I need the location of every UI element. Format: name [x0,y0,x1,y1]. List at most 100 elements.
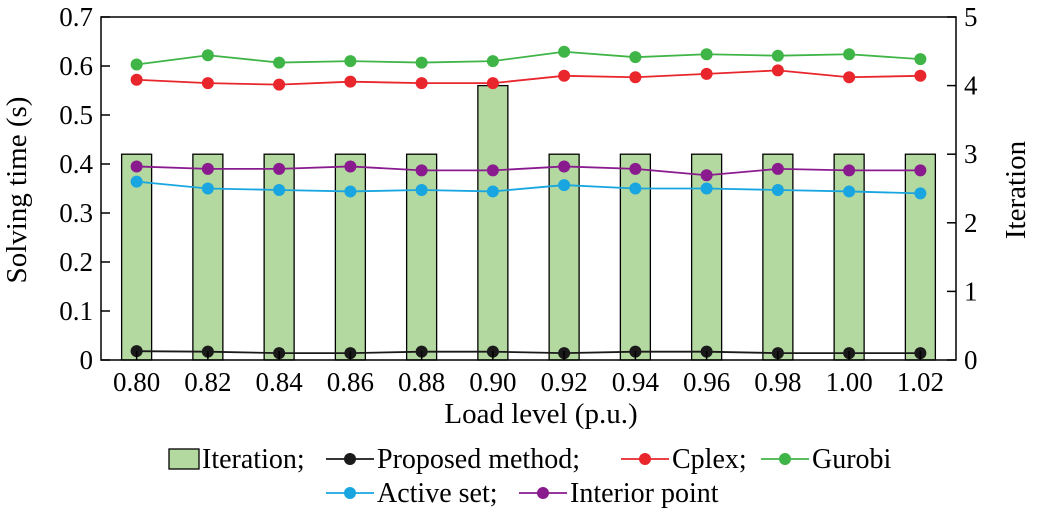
cplex-point [273,78,286,91]
y-tick-label: 0.3 [59,198,93,228]
active-set-legend-label: Active set; [377,478,498,509]
y-tick-label: 0.2 [59,247,93,277]
iteration-legend-label: Iteration; [202,444,305,475]
x-tick-label: 1.00 [826,367,873,397]
plot-border [100,16,957,361]
active-set-point [629,182,642,195]
ticks-layer: 0 0.1 0.2 0.3 0.4 0.5 0.6 0.7 0 1 2 3 4 5 0.80 0.82 0.84… [59,2,978,397]
y2-tick-label: 4 [964,71,978,101]
cplex-point [344,75,357,88]
active-set-point [486,185,499,198]
interior-point-point [201,162,214,175]
y2-tick-label: 2 [964,208,978,238]
cplex-point [201,77,214,90]
gurobi-line [136,50,921,66]
gurobi-point [914,53,927,66]
y2-axis-title: Iteration [1000,140,1032,239]
cplex-line [136,69,921,86]
cplex-point [415,77,428,90]
cplex-point [486,77,499,90]
cplex-point [130,73,143,86]
gurobi-point [486,55,499,68]
active-set-line [136,180,921,195]
gurobi-legend-label: Gurobi [812,444,892,475]
active-set-point [201,182,214,195]
active-set-point [273,183,286,196]
interior-point-point [700,169,713,182]
iteration-bar [334,153,367,361]
iteration-bar [405,153,438,361]
proposed-method-legend-marker [344,453,356,465]
active-set-point [344,185,357,198]
interior-point-legend-label: Interior point [570,478,719,509]
x-tick-label: 0.94 [612,367,660,397]
gurobi-point [771,49,784,62]
cplex-point [914,69,927,82]
active-set-point [843,185,856,198]
interior-point-point [486,164,499,177]
cplex-point [558,69,571,82]
active-set-legend-marker [344,487,356,499]
x-tick-label: 0.90 [469,367,516,397]
iteration-legend-swatch [168,448,200,470]
y-tick-label: 0.4 [59,149,93,179]
iteration-bar [904,153,937,361]
gurobi-point [273,56,286,69]
y-tick-label: 0.7 [59,2,93,32]
y-tick-label: 0.5 [59,100,93,130]
active-set-point [558,179,571,192]
gurobi-point [415,56,428,69]
y-axis-title: Solving time (s) [1,97,33,284]
proposed-method-legend-label: Proposed method; [377,444,580,475]
bars-layer [120,84,937,361]
x-tick-label: 0.92 [541,367,588,397]
x-tick-label: 0.88 [398,367,445,397]
active-set-point [130,175,143,188]
x-tick-label: 0.82 [184,367,231,397]
active-set-point [700,182,713,195]
x-axis-title: Load level (p.u.) [444,398,637,430]
interior-point-point [914,164,927,177]
cplex-point [700,67,713,80]
iteration-bar [833,153,865,361]
iteration-bar [120,153,153,361]
cplex-point [771,64,784,77]
cplex-legend-label: Cplex; [672,444,747,475]
gurobi-point [558,45,571,58]
interior-point-point [273,162,286,175]
plot-frame [100,16,957,361]
x-tick-label: 0.96 [683,367,730,397]
x-tick-label: 0.98 [754,367,801,397]
active-set-point [914,187,927,200]
cplex-point [843,71,856,84]
y2-tick-label: 1 [964,276,978,306]
y-tick-label: 0 [80,345,94,375]
legend: Iteration; Proposed method; Cplex; Gurobi Ac… [168,444,892,509]
cplex-point [629,71,642,84]
interior-point-point [629,162,642,175]
y-tick-label: 0.6 [59,51,93,81]
interior-point-point [130,160,143,173]
y2-tick-label: 3 [964,139,978,169]
gurobi-point [700,48,713,61]
lines-layer [130,45,927,360]
x-tick-label: 1.02 [897,367,944,397]
interior-point-point [771,162,784,175]
interior-point-line [136,165,921,177]
gurobi-point [201,49,214,62]
x-tick-label: 0.80 [113,367,160,397]
gurobi-point [130,58,143,71]
x-tick-label: 0.86 [327,367,374,397]
y2-tick-label: 0 [964,345,978,375]
interior-point-point [415,164,428,177]
cplex-legend-marker [639,453,651,465]
interior-point-point [558,160,571,173]
active-set-point [415,183,428,196]
gurobi-legend-marker [779,453,791,465]
active-set-point [771,183,784,196]
gurobi-point [629,51,642,64]
y2-tick-label: 5 [964,2,978,32]
interior-point-legend-marker [537,487,549,499]
interior-point-point [344,160,357,173]
